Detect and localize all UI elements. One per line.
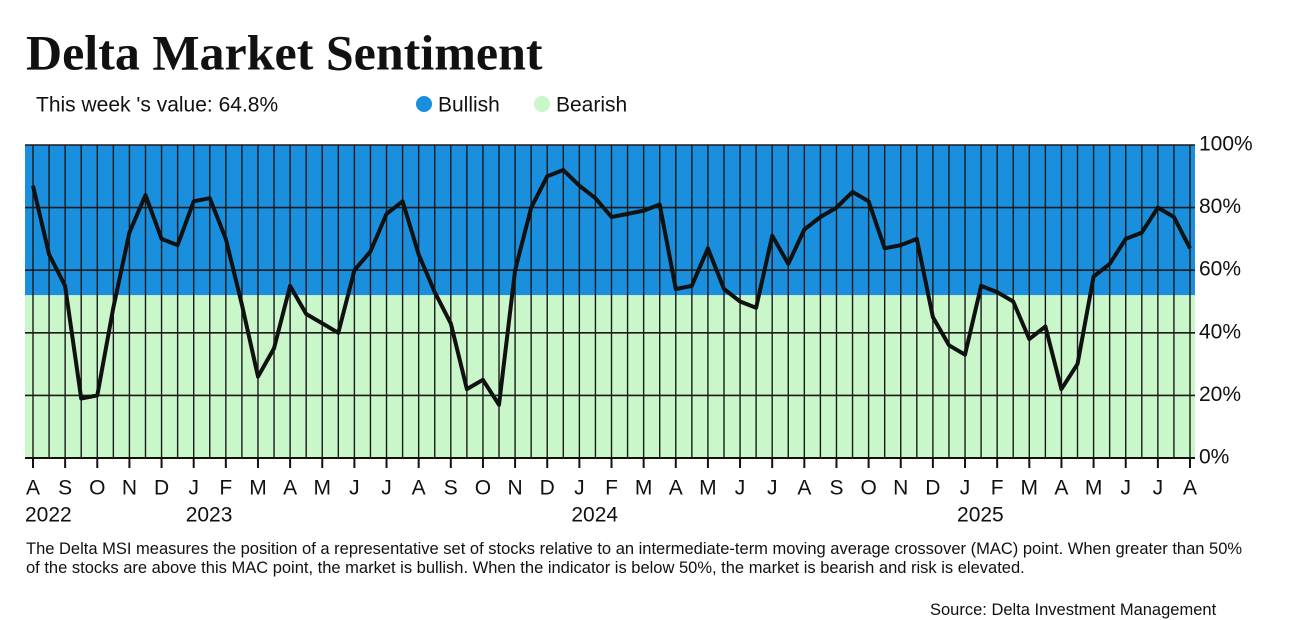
x-tick-label: M [314, 477, 332, 500]
y-tick-label: 80% [1199, 195, 1241, 218]
year-label: 2024 [571, 504, 618, 527]
x-tick-label: M [249, 477, 267, 500]
bullish-zone [25, 145, 1195, 296]
x-tick-label: A [412, 477, 426, 500]
source: Source: Delta Investment Management [930, 601, 1217, 619]
chart: Delta Market Sentiment This week 's valu… [25, 24, 1253, 527]
chart-title: Delta Market Sentiment [26, 24, 543, 80]
x-tick-label: M [1021, 477, 1039, 500]
bearish-zone [25, 295, 1195, 458]
x-tick-label: J [1153, 477, 1164, 500]
x-tick-label: O [860, 477, 876, 500]
x-tick-label: J [381, 477, 392, 500]
x-tick-label: J [960, 477, 971, 500]
x-tick-label: N [507, 477, 522, 500]
y-tick-label: 20% [1199, 383, 1241, 406]
x-tick-label: A [1183, 477, 1197, 500]
legend-label: Bearish [556, 94, 627, 117]
x-tick-label: N [893, 477, 908, 500]
x-tick-label: J [188, 477, 199, 500]
year-label: 2025 [957, 504, 1004, 527]
x-tick-label: J [735, 477, 746, 500]
sentiment-line [31, 168, 1192, 407]
x-tick-label: A [26, 477, 40, 500]
x-tick-label: J [767, 477, 778, 500]
y-tick-label: 60% [1199, 258, 1241, 281]
x-tick-label: A [797, 477, 811, 500]
x-tick-label: A [283, 477, 297, 500]
x-tick-label: D [540, 477, 555, 500]
x-tick-label: F [605, 477, 618, 500]
y-tick-label: 100% [1199, 133, 1253, 156]
footnote: The Delta MSI measures the position of a… [26, 540, 1243, 577]
x-tick-label: O [475, 477, 491, 500]
subtitle: This week 's value: 64.8% [36, 94, 278, 117]
year-label: 2022 [25, 504, 72, 527]
legend-swatch [534, 96, 550, 112]
x-tick-label: M [635, 477, 653, 500]
x-tick-label: S [829, 477, 843, 500]
x-tick-label: D [925, 477, 940, 500]
year-label: 2023 [186, 504, 233, 527]
x-tick-label: J [1120, 477, 1131, 500]
legend-label: Bullish [438, 94, 500, 117]
x-tick-label: A [669, 477, 683, 500]
x-tick-label: D [154, 477, 169, 500]
y-tick-label: 0% [1199, 446, 1229, 469]
x-tick-label: J [574, 477, 585, 500]
x-tick-label: F [991, 477, 1004, 500]
legend-swatch [416, 96, 432, 112]
x-tick-label: S [444, 477, 458, 500]
x-tick-label: M [1085, 477, 1103, 500]
x-tick-label: O [89, 477, 105, 500]
x-tick-label: S [58, 477, 72, 500]
x-tick-label: N [122, 477, 137, 500]
y-tick-label: 40% [1199, 320, 1241, 343]
x-tick-label: M [699, 477, 717, 500]
x-tick-label: F [219, 477, 232, 500]
x-tick-label: J [349, 477, 360, 500]
x-tick-label: A [1054, 477, 1068, 500]
